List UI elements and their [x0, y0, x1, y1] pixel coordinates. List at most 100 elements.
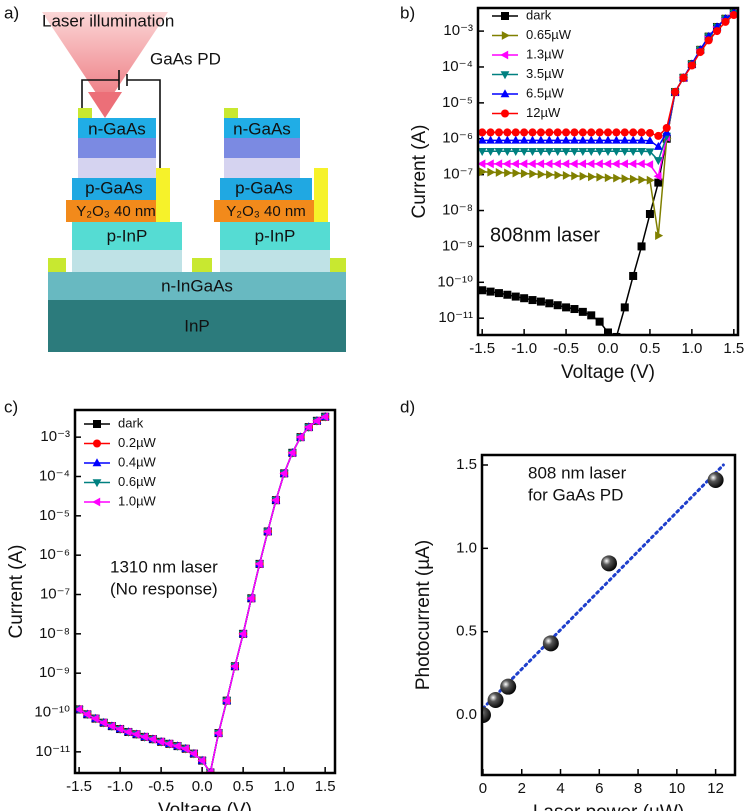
y-tick-label: 10⁻⁹: [442, 237, 473, 254]
marker: [511, 135, 521, 144]
y-tick-label: 10⁻⁸: [442, 201, 473, 218]
marker: [620, 147, 630, 156]
legend-entry: 0.2µW: [84, 435, 157, 450]
legend-entry: 1.0µW: [84, 493, 157, 508]
marker: [246, 593, 255, 603]
marker: [502, 147, 512, 156]
series-line: [482, 12, 735, 236]
marker: [604, 173, 613, 183]
marker: [148, 734, 157, 744]
y-tick-label: 10⁻³: [443, 22, 473, 39]
marker: [520, 128, 529, 137]
x-tick-label: 12: [707, 780, 724, 797]
contact-pad: [330, 258, 346, 272]
marker: [620, 128, 629, 137]
x-tick-label: -0.5: [553, 340, 579, 357]
marker: [637, 147, 646, 156]
buffer-label: n-InGaAs: [161, 276, 233, 295]
marker: [562, 303, 571, 312]
marker: [262, 527, 271, 536]
marker: [578, 159, 587, 169]
marker: [588, 172, 597, 182]
legend-entry: 0.6µW: [84, 474, 157, 489]
marker: [172, 741, 181, 751]
marker: [180, 744, 189, 754]
marker: [611, 147, 621, 156]
x-tick-label: 2: [518, 780, 526, 797]
marker: [628, 135, 638, 144]
layer: [72, 178, 156, 200]
marker: [511, 147, 521, 156]
y-tick-label: 0.5: [456, 623, 477, 640]
marker: [603, 135, 613, 144]
marker: [562, 171, 571, 180]
marker: [620, 135, 630, 144]
marker: [595, 317, 604, 326]
marker: [578, 135, 588, 144]
marker: [75, 704, 83, 714]
contact: [156, 168, 170, 222]
x-tick-label: 0: [479, 780, 487, 797]
marker: [139, 732, 148, 742]
plot-frame: [73, 408, 337, 775]
data-point: [500, 678, 517, 695]
laser-arrow: [88, 92, 122, 118]
panel-label: c): [4, 397, 18, 416]
y-tick-label: 10⁻¹⁰: [437, 273, 473, 290]
marker: [595, 128, 604, 137]
marker: [603, 159, 612, 169]
x-tick-label: 8: [634, 780, 642, 797]
marker: [131, 729, 140, 739]
x-tick-label: -1.0: [511, 340, 537, 357]
layer: [72, 250, 182, 272]
legend-entry: 1.3µW: [492, 46, 565, 61]
x-tick-label: 10: [668, 780, 685, 797]
marker: [570, 128, 579, 137]
marker: [629, 271, 638, 280]
y-tick-label: 10⁻⁵: [39, 507, 70, 524]
legend-entry: 6.5µW: [492, 85, 565, 100]
marker: [646, 175, 655, 185]
marker: [486, 287, 495, 296]
marker: [504, 168, 513, 178]
marker: [611, 135, 621, 144]
marker: [520, 169, 529, 178]
layer: [220, 178, 312, 200]
marker: [595, 147, 605, 156]
marker: [561, 135, 571, 144]
marker: [287, 448, 296, 458]
marker: [98, 718, 107, 728]
series-line: [482, 12, 735, 148]
layer: [224, 118, 300, 138]
marker: [544, 135, 554, 144]
series-line: [482, 14, 735, 137]
marker: [611, 159, 620, 169]
fit-line: [482, 463, 725, 710]
legend-entry: 3.5µW: [492, 66, 565, 81]
marker: [596, 172, 605, 182]
marker: [500, 50, 509, 60]
marker: [528, 147, 537, 156]
legend-label: 0.4µW: [118, 454, 157, 469]
annotation: 1310 nm laser: [110, 557, 218, 576]
marker: [637, 128, 646, 137]
buffer-layer: [48, 272, 346, 300]
chart-panel: d) 0 2 4 6 8 10 12 0.0 0.5 1.0 1.5 Laser power (µW) P…: [400, 397, 737, 811]
marker: [536, 159, 545, 169]
contact-pad: [192, 258, 212, 272]
marker: [578, 128, 587, 137]
marker: [586, 159, 595, 169]
marker: [238, 629, 247, 639]
marker: [544, 147, 554, 156]
marker: [655, 231, 664, 241]
marker: [494, 128, 503, 137]
marker: [510, 159, 519, 169]
legend-label: 12µW: [526, 105, 561, 120]
plot-frame: [476, 6, 740, 337]
x-tick-label: -1.5: [66, 778, 92, 795]
marker: [478, 167, 487, 177]
x-tick-label: 1.5: [315, 778, 336, 795]
marker: [654, 131, 663, 140]
marker: [295, 432, 304, 442]
marker: [485, 159, 494, 169]
